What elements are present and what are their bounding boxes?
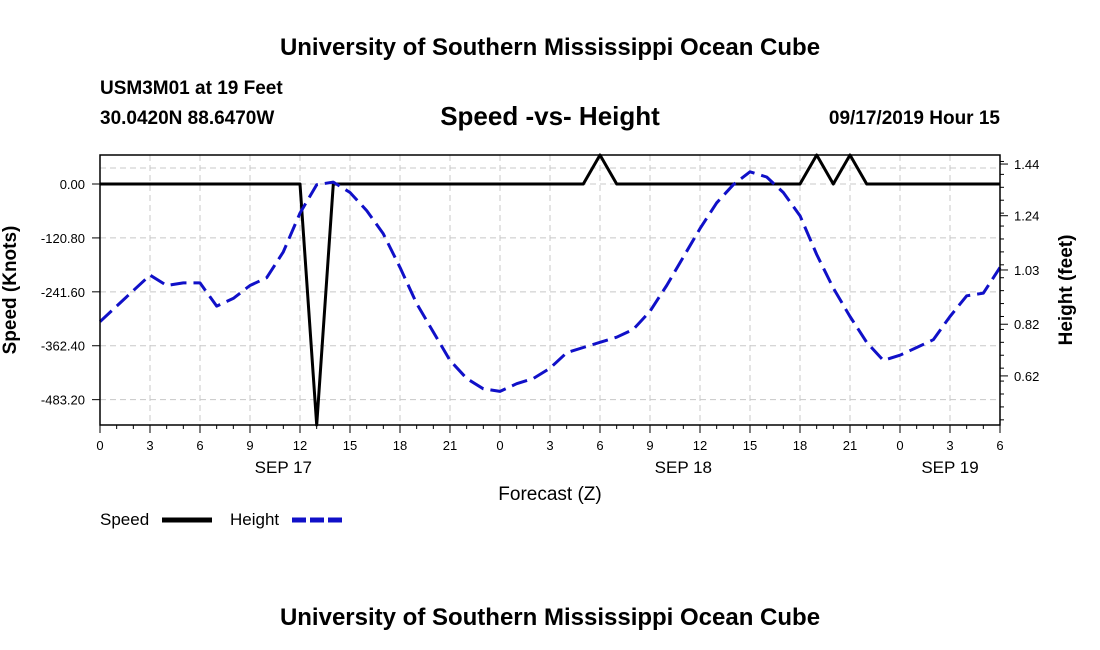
x-tick-label: 0: [96, 438, 103, 453]
y-left-tick-label: -362.40: [41, 339, 85, 354]
y-axis-left-title: Speed (Knots): [0, 226, 21, 355]
y-right-tick-label: 1.03: [1014, 263, 1039, 278]
chart-title: Speed -vs- Height: [440, 101, 660, 131]
series-line-height: [98, 170, 1002, 393]
x-tick-label: 21: [843, 438, 857, 453]
y-left-tick-label: -120.80: [41, 231, 85, 246]
x-tick-label: 9: [246, 438, 253, 453]
y-left-tick-label: 0.00: [60, 177, 85, 192]
x-tick-label: 0: [896, 438, 903, 453]
x-date-label: SEP 19: [921, 458, 978, 477]
x-tick-label: 6: [596, 438, 603, 453]
y-right-tick-label: 1.44: [1014, 157, 1039, 172]
x-tick-label: 6: [196, 438, 203, 453]
grid-layer: [100, 155, 1000, 425]
y-left-tick-label: -483.20: [41, 393, 85, 408]
x-date-label: SEP 18: [655, 458, 712, 477]
coordinates-label: 30.0420N 88.6470W: [100, 108, 274, 129]
legend-height-label: Height: [230, 510, 279, 529]
x-tick-label: 15: [743, 438, 757, 453]
y-left-tick-label: -241.60: [41, 285, 85, 300]
x-tick-label: 3: [546, 438, 553, 453]
y-right-tick-label: 1.24: [1014, 209, 1039, 224]
x-tick-label: 0: [496, 438, 503, 453]
page-title: University of Southern Mississippi Ocean…: [280, 34, 820, 61]
y-axis-right-title: Height (feet): [1056, 235, 1077, 346]
x-tick-label: 15: [343, 438, 357, 453]
footer-title: University of Southern Mississippi Ocean…: [280, 604, 820, 631]
x-tick-label: 18: [793, 438, 807, 453]
x-tick-label: 12: [293, 438, 307, 453]
station-label: USM3M01 at 19 Feet: [100, 78, 283, 99]
x-tick-label: 9: [646, 438, 653, 453]
x-tick-label: 6: [996, 438, 1003, 453]
y-right-tick-label: 0.62: [1014, 369, 1039, 384]
x-tick-label: 3: [946, 438, 953, 453]
y-right-tick-label: 0.82: [1014, 317, 1039, 332]
legend: Speed Height: [100, 510, 342, 529]
datetime-label: 09/17/2019 Hour 15: [829, 108, 1001, 129]
axis-layer: 0 3 6 9 12 15 18 21 0 3 6 9 12 15 18 21 0 3 6 SEP 17 SEP 18 S…: [41, 157, 1039, 477]
x-tick-label: 12: [693, 438, 707, 453]
x-tick-label: 18: [393, 438, 407, 453]
x-axis-title: Forecast (Z): [498, 484, 601, 505]
legend-speed-label: Speed: [100, 510, 149, 529]
x-date-label: SEP 17: [255, 458, 312, 477]
x-tick-label: 21: [443, 438, 457, 453]
x-tick-label: 3: [146, 438, 153, 453]
